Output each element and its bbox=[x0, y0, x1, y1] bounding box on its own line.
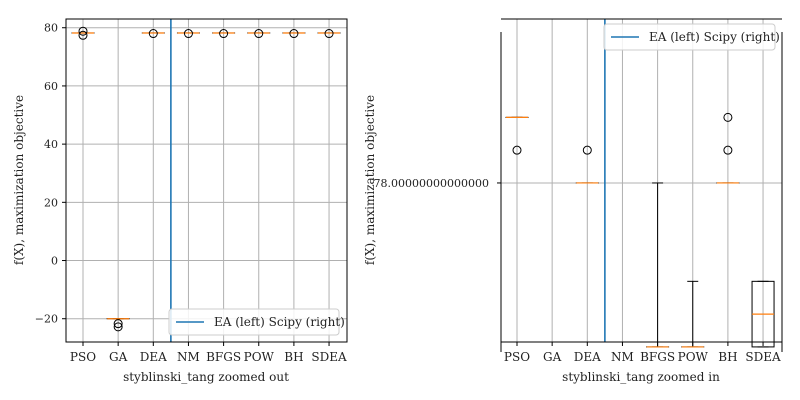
outlier-point bbox=[113, 319, 123, 329]
y-ticks: −20 0 20 40 60 80 bbox=[35, 22, 66, 326]
y-tick-label: 60 bbox=[44, 80, 58, 93]
x-tick-label: GA bbox=[109, 350, 128, 364]
y-tick-label: 78.00000000000000 bbox=[374, 177, 489, 190]
chart-zoomed-in: 78.00000000000000 PSO GA DEA NM BFGS POW BH SDE… bbox=[363, 18, 783, 384]
x-tick-label: NM bbox=[611, 350, 634, 364]
x-tick-label: NM bbox=[177, 350, 200, 364]
outlier-point bbox=[289, 29, 299, 39]
outlier-point bbox=[113, 322, 123, 332]
x-tick-label: SDEA bbox=[745, 350, 781, 364]
y-ticks: 78.00000000000000 bbox=[374, 177, 501, 190]
x-tick-label: BH bbox=[718, 350, 737, 364]
legend-label: EA (left) Scipy (right) bbox=[214, 315, 345, 329]
outlier-point bbox=[512, 145, 522, 155]
legend: EA (left) Scipy (right) bbox=[168, 308, 345, 336]
outlier-point bbox=[183, 29, 193, 39]
outlier-point bbox=[324, 29, 334, 39]
plot-frame bbox=[65, 18, 348, 343]
legend-label: EA (left) Scipy (right) bbox=[649, 30, 780, 44]
x-tick-label: POW bbox=[244, 350, 275, 364]
y-tick-label: 20 bbox=[44, 196, 58, 209]
x-tick-label: GA bbox=[543, 350, 562, 364]
y-axis-label: f(X), maximization objective bbox=[363, 95, 377, 265]
legend: EA (left) Scipy (right) bbox=[603, 23, 780, 51]
legend-box bbox=[168, 308, 340, 336]
y-tick-label: −20 bbox=[35, 313, 58, 326]
outlier-point bbox=[78, 26, 88, 36]
y-tick-label: 80 bbox=[44, 22, 58, 35]
x-tick-label: DEA bbox=[574, 350, 601, 364]
grid-lines bbox=[501, 19, 782, 342]
box-group bbox=[71, 26, 341, 332]
outlier-point bbox=[723, 112, 733, 122]
legend-box bbox=[603, 23, 776, 51]
outlier-point bbox=[219, 29, 229, 39]
x-tick-label: POW bbox=[678, 350, 709, 364]
plot-spines bbox=[500, 18, 783, 352]
x-axis-label: styblinski_tang zoomed out bbox=[123, 370, 289, 384]
chart-zoomed-out: −20 0 20 40 60 80 PSO GA DEA NM BFGS POW BH SDEA sty… bbox=[12, 18, 348, 384]
x-tick-label: BFGS bbox=[206, 350, 241, 364]
x-tick-label: PSO bbox=[504, 350, 530, 364]
x-tick-label: DEA bbox=[140, 350, 167, 364]
y-tick-label: 0 bbox=[51, 255, 58, 268]
x-ticks: PSO GA DEA NM BFGS POW BH SDEA bbox=[504, 342, 781, 364]
x-axis-label: styblinski_tang zoomed in bbox=[562, 370, 720, 384]
outlier-point bbox=[723, 145, 733, 155]
grid-lines bbox=[66, 19, 347, 342]
y-axis-label: f(X), maximization objective bbox=[12, 95, 26, 265]
outlier-point bbox=[254, 29, 264, 39]
outlier-point bbox=[78, 30, 88, 40]
x-tick-label: BH bbox=[284, 350, 303, 364]
outlier-point bbox=[148, 29, 158, 39]
x-ticks: PSO GA DEA NM BFGS POW BH SDEA bbox=[70, 342, 347, 364]
y-tick-label: 40 bbox=[44, 138, 58, 151]
x-tick-label: SDEA bbox=[311, 350, 347, 364]
x-tick-label: BFGS bbox=[640, 350, 675, 364]
box-group bbox=[505, 112, 775, 348]
outlier-point bbox=[582, 145, 592, 155]
x-tick-label: PSO bbox=[70, 350, 96, 364]
